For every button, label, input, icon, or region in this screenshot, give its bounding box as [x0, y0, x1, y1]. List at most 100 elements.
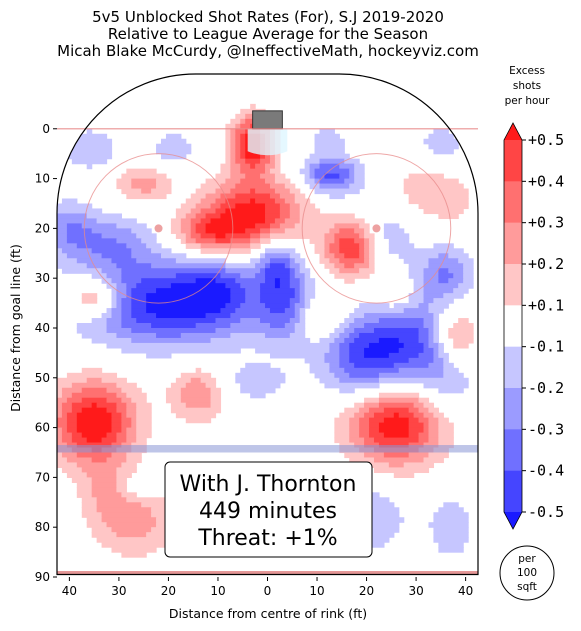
heatmap-cell: [170, 218, 182, 225]
heatmap-cell: [76, 243, 127, 249]
heatmap-cell: [354, 318, 380, 324]
heatmap-cell: [121, 552, 147, 558]
heatmap-cell: [76, 492, 93, 498]
heatmap-cell: [299, 263, 306, 269]
heatmap-cell: [269, 193, 281, 200]
heatmap-cell: [314, 188, 360, 195]
heatmap-cell: [61, 437, 73, 444]
heatmap-cell: [314, 133, 340, 140]
heatmap-cell: [349, 313, 365, 319]
heatmap-cell: [66, 238, 118, 244]
heatmap-cell: [200, 248, 251, 254]
heatmap-cell: [170, 407, 222, 414]
heatmap-cell: [378, 337, 400, 344]
heatmap-cell: [101, 517, 157, 523]
heatmap-cell: [240, 303, 266, 309]
heatmap-cell: [235, 128, 246, 135]
heatmap-cell: [57, 462, 78, 469]
heatmap-cell: [383, 417, 410, 424]
heatmap-cell: [265, 203, 281, 210]
x-tick-label: 20: [359, 584, 374, 598]
colorbar-extend-bottom: [504, 512, 522, 529]
heatmap-cell: [235, 133, 241, 140]
heatmap-cell: [230, 163, 241, 170]
heatmap-cell: [106, 387, 122, 394]
heatmap-cell: [260, 233, 271, 239]
heatmap-cell: [428, 432, 439, 439]
heatmap-cell: [245, 288, 261, 294]
heatmap-cell: [66, 372, 118, 379]
heatmap-cell: [57, 218, 98, 225]
heatmap-cell: [378, 427, 410, 434]
heatmap-cell: [250, 233, 261, 239]
heatmap-cell: [359, 253, 365, 259]
heatmap-cell: [359, 432, 370, 439]
heatmap-cell: [433, 298, 454, 304]
heatmap-cell: [131, 293, 147, 299]
heatmap-cell: [126, 392, 147, 399]
heatmap-cell: [146, 308, 222, 314]
heatmap-cell: [269, 183, 286, 190]
heatmap-cell: [269, 308, 286, 314]
heatmap-cell: [240, 318, 261, 324]
y-tick-label: 10: [35, 172, 50, 186]
heatmap-cell: [210, 337, 311, 344]
heatmap-cell: [230, 168, 241, 175]
heatmap-cell: [289, 258, 296, 264]
heatmap-cell: [116, 183, 132, 190]
badge-line-1: per: [518, 553, 536, 565]
heatmap-cell: [161, 153, 187, 160]
heatmap-cell: [269, 223, 281, 229]
heatmap-cell: [66, 457, 93, 464]
heatmap-cell: [403, 183, 464, 190]
heatmap-cell: [101, 313, 113, 319]
heatmap-cell: [448, 278, 464, 284]
heatmap-cell: [185, 417, 212, 424]
heatmap-cell: [76, 487, 93, 493]
heatmap-cell: [354, 337, 380, 344]
heatmap-cell: [126, 402, 137, 409]
heatmap-cell: [96, 402, 118, 409]
heatmap-cell: [116, 238, 142, 244]
heatmap-cell: [344, 337, 355, 344]
heatmap-cell: [111, 303, 118, 309]
heatmap-cell: [91, 337, 132, 344]
heatmap-cell: [260, 173, 276, 180]
heatmap-cell: [433, 517, 469, 523]
y-tick-label: 40: [35, 321, 50, 335]
heatmap-cell: [136, 258, 177, 264]
faceoff-circle-left: [83, 153, 234, 304]
heatmap-cell: [349, 417, 360, 424]
heatmap-cell: [165, 387, 182, 394]
heatmap-cell: [354, 168, 365, 175]
heatmap-cell: [443, 367, 459, 374]
heatmap-cell: [294, 273, 306, 279]
heatmap-cell: [116, 382, 137, 389]
heatmap-cell: [294, 268, 301, 274]
heatmap-cell: [383, 223, 400, 229]
heatmap-cell: [413, 283, 425, 289]
heatmap-cell: [161, 253, 187, 259]
heatmap-cell: [284, 228, 331, 234]
heatmap-cell: [339, 243, 360, 249]
heatmap-cell: [423, 283, 459, 289]
heatmap-cell: [433, 323, 439, 329]
heatmap-cell: [373, 457, 425, 464]
heatmap-cell: [235, 153, 241, 160]
heatmap-cell: [304, 303, 311, 309]
heatmap-cell: [443, 362, 454, 369]
heatmap-cell: [81, 293, 98, 299]
heatmap-cell: [398, 367, 444, 374]
heatmap-cell: [170, 402, 187, 409]
heatmap-cell: [408, 452, 430, 459]
heatmap-cell: [76, 452, 113, 459]
heatmap-cell: [369, 248, 375, 254]
heatmap-cell: [255, 188, 276, 195]
heatmap-cell: [349, 342, 370, 349]
heatmap-cell: [418, 352, 435, 359]
heatmap-cell: [269, 352, 326, 359]
heatmap-cell: [121, 387, 142, 394]
heatmap-cell: [91, 248, 132, 254]
heatmap-cell: [260, 253, 266, 259]
x-tick-label: 30: [408, 584, 423, 598]
